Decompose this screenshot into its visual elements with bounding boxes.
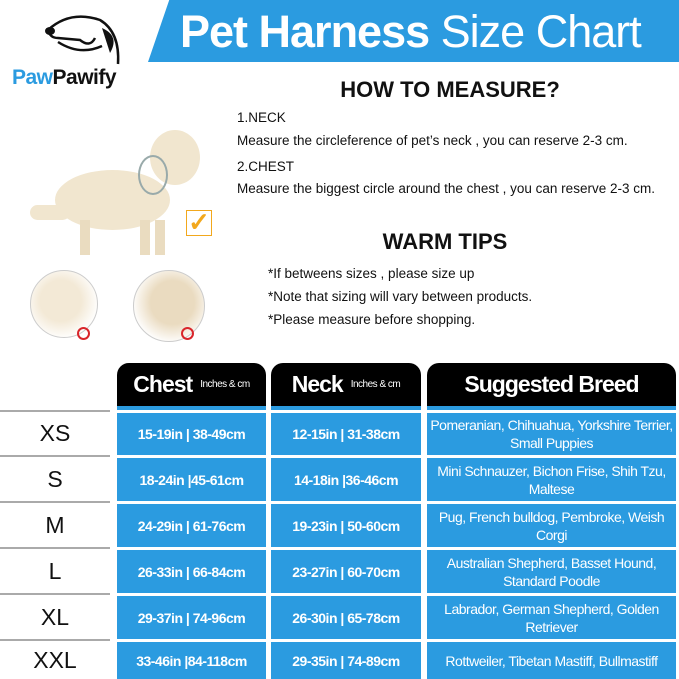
- tips-heading: WARM TIPS: [382, 229, 508, 254]
- wrong-neck-photo: [30, 270, 98, 338]
- chest-cell: 15-19in | 38-49cm: [117, 410, 266, 455]
- chest-cell: 18-24in |45-61cm: [117, 455, 266, 501]
- neck-cell: 19-23in | 50-60cm: [271, 501, 421, 547]
- size-label: L: [0, 547, 110, 593]
- breed-cell: Mini Schnauzer, Bichon Frise, Shih Tzu, …: [427, 455, 676, 501]
- chest-cell: 26-33in | 66-84cm: [117, 547, 266, 593]
- tip-item: *Note that sizing will vary between prod…: [268, 289, 533, 304]
- wrong-collar-photo: [133, 270, 205, 342]
- title-bold: Pet Harness: [180, 6, 430, 57]
- title-light: Size Chart: [440, 6, 642, 57]
- chest-cell: 29-37in | 74-96cm: [117, 593, 266, 639]
- measure-heading: HOW TO MEASURE?: [340, 77, 560, 102]
- page-title: Pet Harness Size Chart: [180, 4, 679, 60]
- title-banner: [148, 0, 679, 62]
- chest-cell: 33-46in |84-118cm: [117, 639, 266, 679]
- dog-logo-icon: [45, 15, 120, 65]
- logo-part2: Pawify: [52, 66, 117, 89]
- chest-unit: Inches & cm: [200, 379, 250, 390]
- check-icon: ✓: [186, 209, 212, 236]
- neck-unit: Inches & cm: [350, 379, 401, 390]
- tip-item: *If betweens sizes , please size up: [268, 266, 475, 281]
- size-label: XL: [0, 593, 110, 639]
- prohibit-icon: [77, 327, 90, 340]
- neck-label: 1.NECK: [237, 110, 286, 125]
- chest-label: 2.CHEST: [237, 159, 295, 174]
- size-label: XXL: [0, 639, 110, 679]
- neck-cell: 23-27in | 60-70cm: [271, 547, 421, 593]
- size-label: M: [0, 501, 110, 547]
- neck-cell: 26-30in | 65-78cm: [271, 593, 421, 639]
- logo-part1: Paw: [12, 66, 53, 89]
- neck-text: Measure the circleference of pet’s neck …: [237, 133, 628, 148]
- neck-cell: 14-18in |36-46cm: [271, 455, 421, 501]
- breed-cell: Pug, French bulldog, Pembroke, Weish Cor…: [427, 501, 676, 547]
- prohibit-icon: [181, 327, 194, 340]
- brand-logo: PawPawify: [12, 66, 117, 90]
- breed-cell: Australian Shepherd, Basset Hound, Stand…: [427, 547, 676, 593]
- chest-cell: 24-29in | 61-76cm: [117, 501, 266, 547]
- size-label: S: [0, 455, 110, 501]
- breed-cell: Rottweiler, Tibetan Mastiff, Bullmastiff: [427, 639, 676, 679]
- breed-header-label: Suggested Breed: [464, 371, 639, 397]
- breed-header: Suggested Breed: [427, 363, 676, 410]
- size-label: XS: [0, 410, 110, 455]
- chest-text: Measure the biggest circle around the ch…: [237, 181, 655, 196]
- tip-item: *Please measure before shopping.: [268, 312, 476, 327]
- neck-header-label: Neck: [291, 371, 344, 397]
- neck-header: Neck Inches & cm: [271, 363, 421, 410]
- neck-cell: 29-35in | 74-89cm: [271, 639, 421, 679]
- breed-cell: Labrador, German Shepherd, Golden Retrie…: [427, 593, 676, 639]
- chest-header: Chest Inches & cm: [117, 363, 266, 410]
- neck-cell: 12-15in | 31-38cm: [271, 410, 421, 455]
- chest-header-label: Chest: [133, 371, 193, 397]
- dog-photo: [30, 125, 215, 260]
- breed-cell: Pomeranian, Chihuahua, Yorkshire Terrier…: [427, 410, 676, 455]
